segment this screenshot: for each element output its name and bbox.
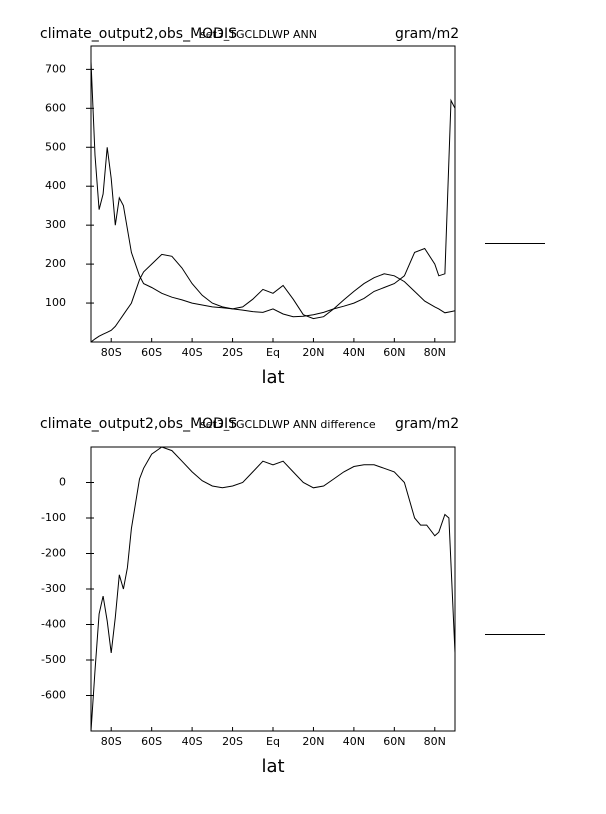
x-tick-label: 20N: [302, 735, 324, 748]
x-tick-label: 20N: [302, 346, 324, 359]
x-tick-label: 60N: [383, 346, 405, 359]
x-tick-label: 40N: [343, 346, 365, 359]
data-line: [90, 446, 456, 732]
x-tick-label: Eq: [266, 346, 280, 359]
x-tick-label: 20S: [222, 346, 243, 359]
data-line: [90, 253, 456, 343]
x-tick-label: 40S: [182, 735, 203, 748]
units-label: gram/m2: [395, 26, 459, 42]
plot-frame: [90, 45, 456, 343]
y-tick-label: -100: [41, 511, 66, 524]
plot-frame: [90, 446, 456, 732]
y-tick-label: -200: [41, 547, 66, 560]
chart-title: climate_output2,obs_MODIS: [40, 26, 237, 42]
y-tick-label: -400: [41, 618, 66, 631]
x-tick-label: Eq: [266, 735, 280, 748]
x-tick-label: 80S: [101, 735, 122, 748]
x-tick-label: 60S: [141, 346, 162, 359]
x-tick-label: 40S: [182, 346, 203, 359]
y-tick-label: -600: [41, 689, 66, 702]
y-tick-label: -500: [41, 653, 66, 666]
y-tick-label: -300: [41, 582, 66, 595]
x-axis-label: lat: [261, 367, 284, 388]
x-tick-label: 60S: [141, 735, 162, 748]
chart-title: climate_output2,obs_MODIS: [40, 416, 237, 432]
x-tick-label: 80N: [424, 346, 446, 359]
y-tick-label: 300: [45, 218, 66, 231]
x-tick-label: 40N: [343, 735, 365, 748]
chart-subtitle: set3_TGCLDLWP ANN: [200, 28, 317, 41]
chart-subtitle: set3_TGCLDLWP ANN difference: [200, 418, 376, 431]
data-line: [90, 61, 456, 318]
y-tick-label: 0: [59, 476, 66, 489]
y-tick-label: 200: [45, 257, 66, 270]
y-tick-label: 500: [45, 140, 66, 153]
y-tick-label: 400: [45, 179, 66, 192]
units-label: gram/m2: [395, 416, 459, 432]
y-tick-label: 100: [45, 296, 66, 309]
x-tick-label: 80N: [424, 735, 446, 748]
x-tick-label: 60N: [383, 735, 405, 748]
x-axis-label: lat: [261, 756, 284, 777]
y-tick-label: 600: [45, 101, 66, 114]
x-tick-label: 80S: [101, 346, 122, 359]
y-tick-label: 700: [45, 62, 66, 75]
x-tick-label: 20S: [222, 735, 243, 748]
